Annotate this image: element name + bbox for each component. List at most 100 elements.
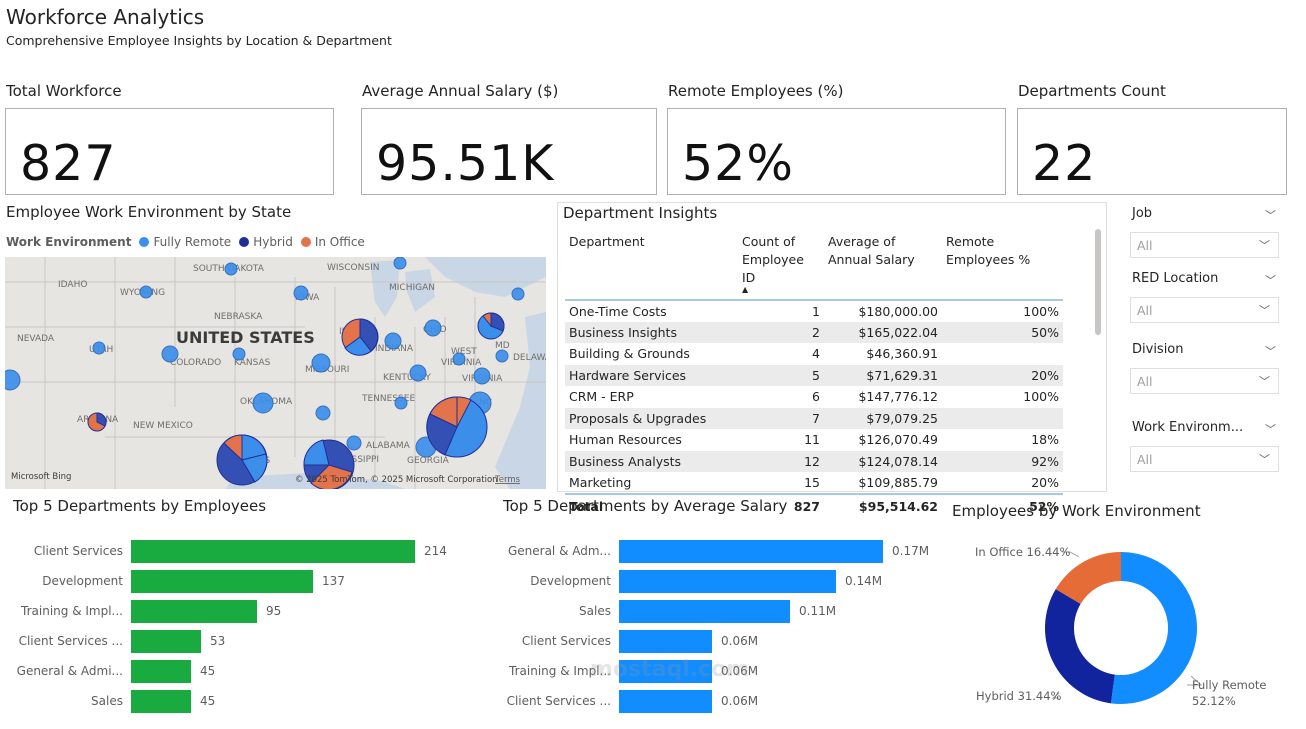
slicer-dropdown-3[interactable]: All ﹀ — [1130, 446, 1279, 472]
chevron-down-icon[interactable]: ﹀ — [1265, 423, 1276, 436]
map-label-alabama: ALABAMA — [366, 441, 411, 451]
kpi-card-remote-pct[interactable]: 52% — [667, 108, 1006, 195]
legend-fully-remote: Fully Remote — [153, 235, 232, 249]
bar[interactable] — [619, 600, 790, 623]
table-row[interactable]: Marketing 15 $109,885.79 20% — [565, 472, 1063, 494]
bar-value-label: 0.17M — [892, 544, 930, 558]
total-salary: $95,514.62 — [824, 492, 942, 518]
slicer-dropdown-1[interactable]: All ﹀ — [1130, 297, 1279, 323]
bar-value-label: 45 — [200, 664, 216, 678]
bar[interactable] — [131, 540, 415, 563]
bar[interactable] — [619, 690, 712, 713]
table-row[interactable]: Business Insights 2 $165,022.04 50% — [565, 321, 1063, 343]
legend-dot-fully-remote — [139, 237, 150, 247]
chevron-down-icon: ﹀ — [1259, 375, 1270, 388]
map-terms-link[interactable]: Terms — [494, 475, 521, 485]
chevron-down-icon[interactable]: ﹀ — [1265, 274, 1276, 287]
cell-remote — [942, 407, 1063, 429]
total-remote: 52% — [942, 492, 1063, 518]
bar-category-label: Development — [530, 574, 611, 588]
bar[interactable] — [131, 630, 201, 653]
slicer-dropdown-2[interactable]: All ﹀ — [1130, 368, 1279, 394]
cell-department: Human Resources — [569, 432, 682, 448]
cell-department: CRM - ERP — [569, 389, 634, 405]
slicer-dropdown-0[interactable]: All ﹀ — [1130, 232, 1279, 258]
slicer-label-1: RED Location — [1132, 271, 1219, 286]
map-legend: Work Environment Fully Remote Hybrid In … — [6, 235, 365, 249]
col-header-department[interactable]: Department — [569, 234, 645, 249]
us-map[interactable]: SOUTH DAKOTA WISCONSIN IDAHO WYOMING MIC… — [5, 257, 546, 489]
donut-slice-fully-remote[interactable] — [1110, 552, 1197, 704]
map-label-kentucky: KENTUCKY — [383, 373, 431, 383]
table-row[interactable]: Human Resources 11 $126,070.49 18% — [565, 429, 1063, 451]
bar-value-label: 0.06M — [721, 694, 759, 708]
map-label-nebraska: NEBRASKA — [214, 312, 263, 322]
table-row[interactable]: CRM - ERP 6 $147,776.12 100% — [565, 386, 1063, 408]
kpi-card-total-workforce[interactable]: 827 — [5, 108, 334, 195]
donut-leader-line — [1051, 692, 1060, 699]
table-row[interactable]: Business Analysts 12 $124,078.14 92% — [565, 450, 1063, 472]
cell-department: Business Insights — [565, 321, 738, 343]
kpi-card-avg-salary[interactable]: 95.51K — [361, 108, 657, 195]
department-insights-table[interactable]: Department Insights Department Count of … — [557, 202, 1107, 518]
donut-label-in-office: In Office 16.44% — [975, 545, 1071, 559]
bar[interactable] — [619, 660, 712, 683]
cell-department: Proposals & Upgrades — [565, 407, 738, 429]
cell-remote: 100% — [1023, 389, 1059, 405]
map-label-michigan: MICHIGAN — [389, 283, 435, 293]
chart-top-depts-salary[interactable]: General & Adm... 0.17M Development 0.14M Sal… — [492, 532, 942, 722]
bing-logo: Microsoft Bing — [11, 472, 71, 482]
bar[interactable] — [619, 630, 712, 653]
bar-value-label: 214 — [424, 544, 447, 558]
legend-title: Work Environment — [6, 235, 132, 249]
map-label-colorado: COLORADO — [170, 358, 221, 368]
col-header-count[interactable]: Count of Employee ID ▲ — [738, 231, 824, 300]
table-row[interactable]: Building & Grounds 4 $46,360.91 — [565, 343, 1063, 365]
donut-slice-in-office[interactable] — [1055, 552, 1121, 604]
kpi-value-total-workforce: 827 — [20, 135, 117, 192]
bar-value-label: 53 — [210, 634, 226, 648]
bar-category-label: General & Adm... — [507, 544, 611, 558]
col-header-salary[interactable]: Average of Annual Salary — [828, 234, 915, 267]
donut-leader-line — [1187, 675, 1203, 686]
cell-salary: $124,078.14 — [824, 450, 942, 472]
kpi-card-dept-count[interactable]: 22 — [1017, 108, 1287, 195]
donut-slice-hybrid[interactable] — [1045, 589, 1115, 704]
bar[interactable] — [131, 690, 191, 713]
table-row[interactable]: One-Time Costs 1 $180,000.00 100% — [565, 300, 1063, 322]
table-scrollbar[interactable] — [1095, 229, 1101, 335]
slicer-value: All — [1137, 452, 1153, 467]
bar[interactable] — [619, 570, 836, 593]
bar-value-label: 137 — [322, 574, 345, 588]
cell-salary: $71,629.31 — [824, 364, 942, 386]
bar[interactable] — [131, 660, 191, 683]
donut-label-fully-remote-name: Fully Remote — [1192, 678, 1267, 692]
bar-category-label: Sales — [91, 694, 123, 708]
bar-category-label: Client Services ... — [506, 694, 611, 708]
bar-category-label: Client Services — [521, 634, 611, 648]
dept-table: Department Count of Employee ID ▲ Average… — [565, 231, 1063, 518]
bar[interactable] — [131, 600, 257, 623]
table-total-row: Total 827 $95,514.62 52% — [565, 492, 1063, 518]
map-label-new-mexico: NEW MEXICO — [133, 421, 193, 431]
bar[interactable] — [619, 540, 883, 563]
bar-value-label: 0.06M — [721, 664, 759, 678]
chevron-down-icon[interactable]: ﹀ — [1265, 345, 1276, 358]
col-header-remote[interactable]: Remote Employees % — [946, 234, 1031, 267]
bar-value-label: 0.11M — [799, 604, 837, 618]
kpi-label-dept-count: Departments Count — [1018, 82, 1166, 100]
table-row[interactable]: Hardware Services 5 $71,629.31 20% — [565, 364, 1063, 386]
chart-top-depts-employees[interactable]: Client Services 214 Development 137 Training… — [0, 532, 470, 722]
cell-remote: 92% — [942, 450, 1063, 472]
bar[interactable] — [131, 570, 313, 593]
bar-value-label: 45 — [200, 694, 216, 708]
chart-work-environment-donut[interactable]: Fully Remote 52.12% Hybrid 31.44% In Office… — [955, 530, 1285, 725]
cell-salary: $180,000.00 — [858, 303, 938, 319]
cell-count: 2 — [738, 321, 824, 343]
watermark-text: mostaql.com — [590, 657, 750, 682]
chart3-title: Employees by Work Environment — [952, 502, 1201, 520]
cell-department: Marketing — [569, 474, 632, 490]
cell-count: 4 — [812, 346, 820, 362]
chevron-down-icon[interactable]: ﹀ — [1265, 209, 1276, 222]
table-row[interactable]: Proposals & Upgrades 7 $79,079.25 — [565, 407, 1063, 429]
